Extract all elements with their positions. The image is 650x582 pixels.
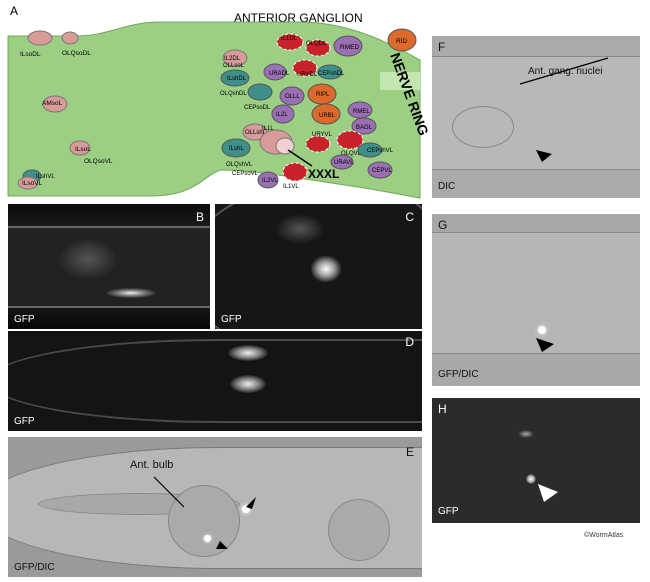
label-rmed: RMED — [340, 44, 359, 51]
panel-e-caption: GFP/DIC — [14, 562, 55, 573]
panel-f-annotation: Ant. gang. nuclei — [528, 66, 603, 77]
credit: ©WormAtlas — [584, 532, 624, 539]
label-olqshdl: OLQshDL — [220, 91, 247, 97]
label-uravl: URAVL — [334, 160, 354, 166]
label-amsol: AMsoL — [42, 100, 63, 107]
label-cepshdl: CEPshDL — [318, 71, 345, 77]
arrowhead-icon — [536, 150, 552, 162]
label-ollshl: OLLshL — [245, 130, 267, 136]
label-ollsol: OLLsoL — [223, 63, 245, 69]
panel-e-annotation: Ant. bulb — [130, 459, 174, 471]
panel-e: Ant. bulb E GFP/DIC — [8, 437, 422, 577]
panel-g-letter: G — [438, 218, 448, 232]
panel-g: G GFP/DIC — [432, 214, 640, 386]
panel-d-caption: GFP — [14, 416, 35, 427]
label-cepvl: CEPVL — [372, 168, 392, 174]
panel-c-letter: C — [405, 210, 414, 224]
label-cepsovl: CEPsoVL — [232, 171, 259, 177]
anterior-ganglion-schematic: NERVE RING ILsoDL OLQsoDL AMsoL ILsoL OL… — [7, 21, 430, 199]
label-ripl: RIPL — [316, 92, 330, 98]
label-rid: RID — [396, 38, 408, 45]
label-uryvl: URYVL — [312, 132, 333, 138]
label-rmel: RMEL — [353, 109, 370, 115]
label-olqsodl: OLQsoDL — [62, 50, 91, 57]
panel-a-letter: A — [10, 4, 19, 18]
arrowhead-icon — [246, 497, 256, 509]
panel-c: C GFP — [215, 204, 422, 329]
label-ilsodl: ILsoDL — [20, 51, 41, 58]
label-urydl: URYDL — [297, 72, 318, 78]
label-cepshvl: CEPshVL — [367, 148, 394, 154]
panel-g-caption: GFP/DIC — [438, 369, 479, 380]
panel-b-letter: B — [195, 210, 204, 224]
panel-e-letter: E — [405, 445, 414, 459]
label-olqvl: OLQVL — [341, 151, 362, 157]
panel-f-letter: F — [438, 40, 446, 54]
panel-d-letter: D — [405, 335, 414, 349]
panel-h: H GFP — [432, 398, 640, 523]
label-cepsodl: CEPsoDL — [244, 105, 271, 111]
label-il2dl: IL2DL — [224, 56, 241, 62]
label-bagl: BAGL — [356, 125, 373, 131]
xxxl-pointer — [287, 149, 313, 167]
arrowhead-icon — [216, 541, 228, 549]
panel-c-caption: GFP — [221, 314, 242, 325]
label-olqsovl: OLQsoVL — [84, 158, 113, 165]
label-ilshdl: ILshDL — [227, 76, 247, 82]
label-il1l: IL1L — [262, 126, 274, 132]
label-uradl: URADL — [269, 71, 290, 77]
label-urbl: URBL — [319, 113, 336, 119]
label-ilshvl: ILshVL — [36, 174, 55, 180]
panel-f: Ant. gang. nuclei F DIC — [432, 36, 640, 198]
label-ilshl: ILshL — [229, 146, 244, 152]
panel-b: B GFP — [8, 204, 210, 329]
label-olll: OLLL — [285, 94, 300, 100]
panel-f-caption: DIC — [438, 181, 456, 192]
label-il2l: IL2L — [276, 112, 288, 118]
xxxl-label: XXXL — [308, 167, 339, 181]
label-ilsovl: ILsoVL — [22, 180, 43, 187]
panel-b-caption: GFP — [14, 314, 35, 325]
label-il2vl: IL2VL — [262, 178, 278, 184]
panel-d: D GFP — [8, 331, 422, 431]
label-il1dl: IL1DL — [281, 36, 298, 42]
label-olqshvl: OLQshVL — [226, 162, 253, 168]
label-olqdl: OLQDL — [306, 41, 327, 47]
panel-a: A ANTERIOR GANGLION NERVE RING ILsoDL OL… — [0, 0, 430, 200]
label-il1vl: IL1VL — [283, 184, 299, 190]
panel-h-caption: GFP — [438, 506, 459, 517]
arrowhead-icon — [536, 338, 554, 352]
panel-h-letter: H — [438, 402, 447, 416]
label-ilsol: ILsoL — [75, 146, 91, 153]
arrowhead-icon — [538, 484, 558, 502]
